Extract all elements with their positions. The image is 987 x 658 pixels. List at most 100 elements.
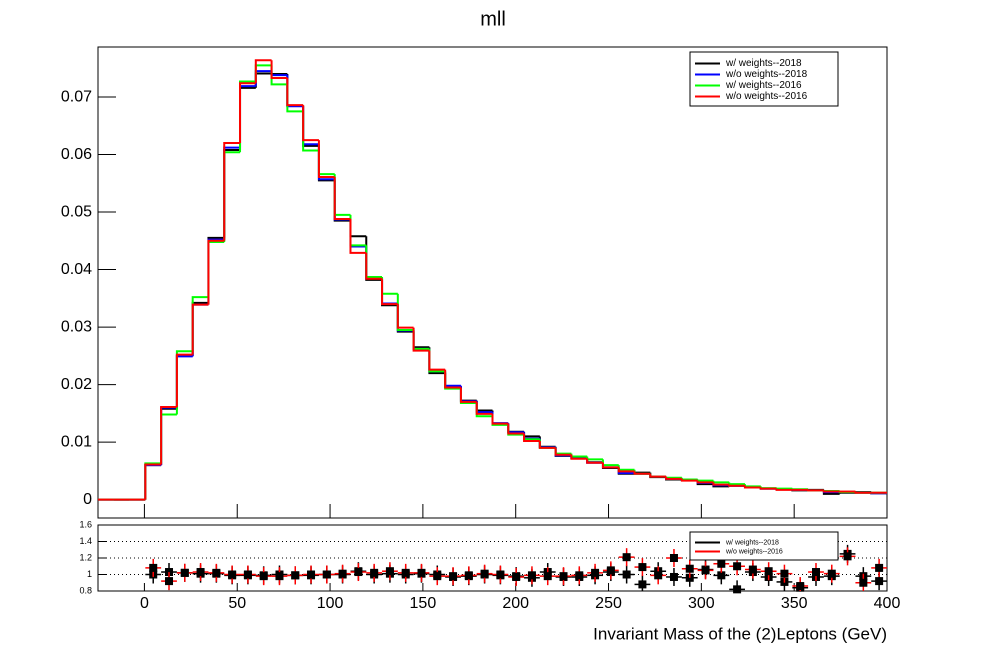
ratio-marker bbox=[149, 563, 158, 572]
ratio-marker bbox=[259, 572, 268, 581]
histogram-step bbox=[475, 401, 493, 415]
histogram-step bbox=[286, 78, 304, 107]
ratio-marker bbox=[780, 569, 789, 578]
ratio-marker bbox=[338, 569, 347, 578]
ratio-marker bbox=[385, 567, 394, 576]
ratio-marker bbox=[354, 568, 363, 577]
ratio-marker bbox=[638, 563, 647, 572]
ratio-marker bbox=[575, 571, 584, 580]
y-tick-label: 0.06 bbox=[61, 146, 92, 163]
histogram-step bbox=[507, 423, 525, 435]
y-tick-label: 0.8 bbox=[79, 585, 92, 595]
histogram-step bbox=[775, 488, 793, 491]
ratio-marker bbox=[764, 567, 773, 576]
histogram-step bbox=[523, 433, 540, 442]
ratio-marker bbox=[669, 554, 678, 562]
histogram-step bbox=[302, 105, 319, 142]
y-tick-label: 1.6 bbox=[79, 519, 92, 529]
y-tick-label: 1.4 bbox=[79, 536, 92, 546]
histogram-step bbox=[459, 387, 477, 403]
x-tick-label: 100 bbox=[317, 595, 344, 612]
x-tick-label: 200 bbox=[502, 595, 529, 612]
histogram-step bbox=[412, 327, 430, 352]
x-tick-label: 400 bbox=[874, 595, 901, 612]
ratio-marker bbox=[480, 569, 489, 578]
ratio-marker bbox=[685, 573, 694, 582]
histogram-step bbox=[728, 484, 745, 487]
ratio-marker bbox=[733, 585, 742, 594]
ratio-marker bbox=[875, 563, 884, 572]
histogram-step bbox=[428, 350, 446, 371]
ratio-marker bbox=[748, 565, 757, 574]
legend-label: w/ weights--2018 bbox=[725, 58, 802, 69]
histogram-step bbox=[680, 478, 698, 482]
histogram-step bbox=[570, 454, 588, 460]
y-tick-label: 0 bbox=[83, 491, 92, 508]
ratio-marker bbox=[196, 568, 205, 577]
histogram-step bbox=[254, 59, 272, 84]
histogram-step bbox=[207, 239, 225, 305]
ratio-marker bbox=[606, 566, 615, 575]
x-tick-label: 250 bbox=[595, 595, 622, 612]
chart-title: mll bbox=[480, 8, 506, 30]
ratio-marker bbox=[717, 559, 726, 568]
x-tick-label: 150 bbox=[410, 595, 437, 612]
legend-label: w/o weights--2018 bbox=[725, 69, 808, 80]
ratio-marker bbox=[622, 553, 631, 562]
histogram-step bbox=[270, 60, 288, 80]
histogram-step bbox=[538, 440, 556, 449]
ratio-marker bbox=[543, 572, 552, 581]
legend-label: w/o weights--2016 bbox=[725, 91, 808, 102]
y-tick-label: 0.03 bbox=[61, 318, 92, 335]
ratio-marker bbox=[685, 564, 694, 573]
ratio-marker bbox=[796, 582, 805, 591]
ratio-marker bbox=[512, 572, 521, 581]
histogram-step bbox=[775, 487, 793, 490]
ratio-marker bbox=[717, 571, 726, 580]
legend-label: w/ weights--2018 bbox=[725, 539, 779, 546]
histogram-step bbox=[223, 142, 241, 241]
y-tick-label: 0.02 bbox=[61, 376, 92, 393]
histogram-step bbox=[665, 476, 682, 480]
histogram-step bbox=[822, 490, 840, 493]
legend-label: w/o weights--2016 bbox=[725, 548, 783, 555]
ratio-marker bbox=[843, 552, 852, 561]
ratio-marker bbox=[165, 568, 174, 577]
histogram-step bbox=[333, 176, 351, 220]
plot-frame bbox=[97, 46, 888, 519]
x-tick-label: 350 bbox=[781, 595, 808, 612]
histogram-step bbox=[554, 447, 572, 456]
ratio-marker bbox=[449, 572, 458, 581]
y-tick-label: 1.2 bbox=[79, 552, 92, 562]
histogram-step bbox=[696, 480, 714, 484]
histogram-step bbox=[854, 491, 872, 494]
ratio-marker bbox=[243, 570, 252, 579]
histogram-step bbox=[144, 463, 162, 500]
y-tick-label: 1 bbox=[87, 569, 92, 579]
histogram-step bbox=[160, 406, 177, 465]
ratio-marker bbox=[212, 568, 221, 577]
x-tick-label: 0 bbox=[140, 595, 149, 612]
ratio-marker bbox=[307, 570, 316, 579]
ratio-marker bbox=[228, 570, 237, 579]
ratio-marker bbox=[322, 570, 331, 579]
histogram-step bbox=[617, 467, 635, 473]
ratio-marker bbox=[591, 568, 600, 577]
ratio-marker bbox=[875, 577, 884, 586]
histogram-step bbox=[807, 489, 824, 492]
histogram-step bbox=[759, 487, 777, 490]
histogram-step bbox=[491, 413, 509, 425]
histogram-step bbox=[649, 473, 667, 478]
histogram-step bbox=[175, 353, 193, 408]
ratio-marker bbox=[638, 580, 647, 589]
ratio-marker bbox=[370, 568, 379, 577]
ratio-marker bbox=[275, 572, 284, 581]
ratio-marker bbox=[559, 572, 568, 581]
legend-label: w/ weights--2016 bbox=[725, 80, 802, 91]
ratio-marker bbox=[701, 566, 710, 575]
ratio-marker bbox=[733, 562, 742, 571]
ratio-marker bbox=[811, 568, 820, 577]
histogram-step bbox=[444, 369, 461, 389]
